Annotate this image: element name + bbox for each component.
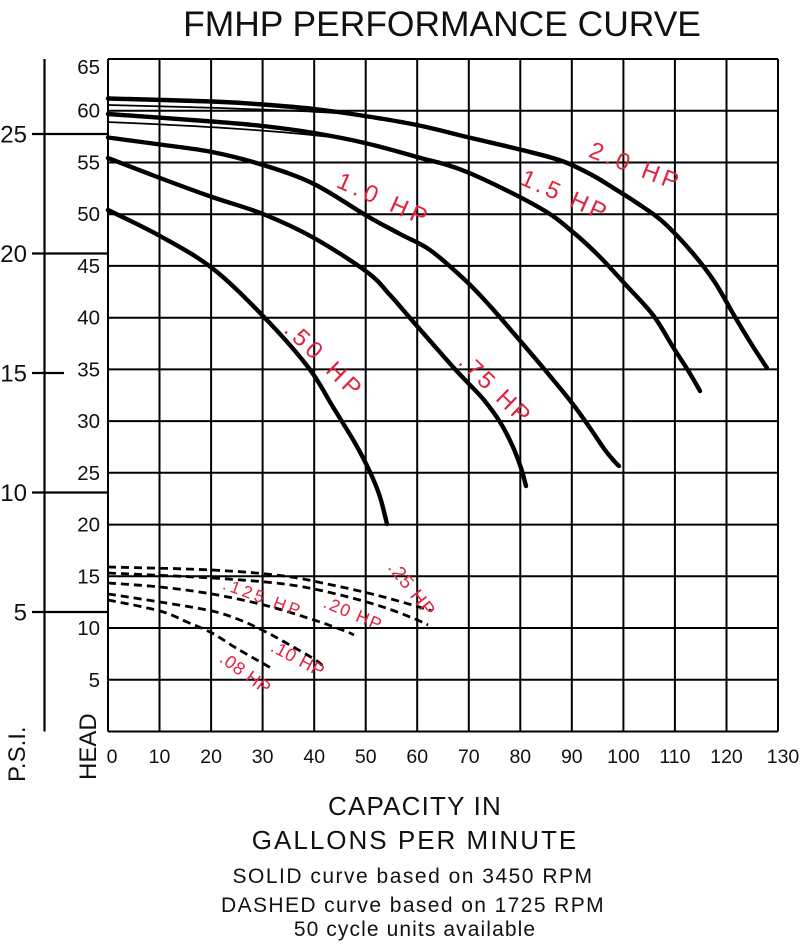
svg-text:40: 40	[303, 746, 325, 768]
svg-text:10: 10	[77, 617, 100, 640]
svg-text:30: 30	[77, 410, 100, 433]
svg-text:10: 10	[149, 746, 171, 768]
svg-text:45: 45	[77, 255, 100, 278]
svg-text:20: 20	[77, 514, 100, 537]
svg-text:25: 25	[0, 122, 27, 149]
svg-text:20: 20	[200, 746, 222, 768]
svg-text:15: 15	[77, 565, 100, 588]
svg-text:CAPACITY IN: CAPACITY IN	[328, 791, 502, 821]
svg-text:70: 70	[458, 746, 480, 768]
svg-text:5: 5	[89, 669, 100, 692]
svg-text:FMHP PERFORMANCE CURVE: FMHP PERFORMANCE CURVE	[183, 4, 701, 44]
svg-text:35: 35	[77, 358, 100, 381]
svg-text:90: 90	[561, 746, 583, 768]
svg-text:5: 5	[14, 600, 27, 627]
svg-text:P.S.I.: P.S.I.	[4, 726, 31, 782]
svg-text:10: 10	[0, 480, 27, 507]
svg-text:20: 20	[0, 241, 27, 268]
svg-text:100: 100	[607, 746, 640, 768]
svg-text:30: 30	[252, 746, 274, 768]
svg-text:55: 55	[77, 152, 100, 175]
svg-text:60: 60	[406, 746, 428, 768]
svg-text:130: 130	[767, 746, 800, 768]
svg-text:GALLONS PER MINUTE: GALLONS PER MINUTE	[252, 825, 578, 855]
svg-text:65: 65	[77, 56, 100, 79]
svg-text:50: 50	[355, 746, 377, 768]
svg-text:50 cycle units available: 50 cycle units available	[294, 918, 536, 941]
svg-text:SOLID curve based on 3450 RPM: SOLID curve based on 3450 RPM	[232, 865, 593, 888]
svg-text:120: 120	[710, 746, 743, 768]
svg-text:60: 60	[77, 100, 100, 123]
svg-text:80: 80	[509, 746, 531, 768]
svg-text:HEAD: HEAD	[75, 713, 102, 780]
svg-text:DASHED curve based on 1725 RPM: DASHED curve based on 1725 RPM	[221, 894, 605, 917]
svg-text:0: 0	[107, 746, 118, 768]
svg-text:40: 40	[77, 307, 100, 330]
svg-text:50: 50	[77, 203, 100, 226]
svg-text:15: 15	[0, 361, 27, 388]
svg-text:25: 25	[77, 462, 100, 485]
svg-text:110: 110	[659, 746, 690, 768]
